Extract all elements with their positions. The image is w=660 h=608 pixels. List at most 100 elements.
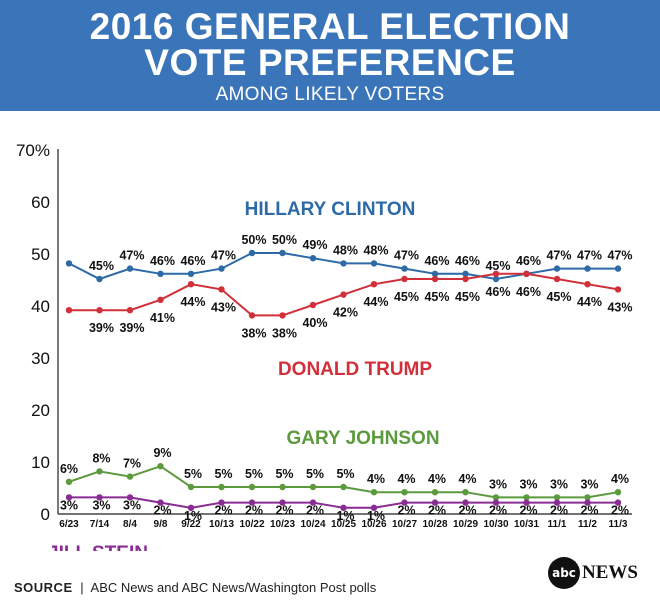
data-point xyxy=(614,489,622,496)
data-label: 45% xyxy=(546,290,571,304)
data-label: 47% xyxy=(607,249,632,263)
data-point xyxy=(248,483,256,491)
x-tick-label: 10/29 xyxy=(453,519,478,530)
data-label: 41% xyxy=(150,311,175,325)
source-separator: | xyxy=(80,580,84,595)
data-point xyxy=(370,281,378,288)
data-point xyxy=(65,260,73,267)
data-label: 3% xyxy=(92,498,110,512)
data-label: 50% xyxy=(241,233,266,247)
data-point xyxy=(126,307,134,314)
y-tick-label: 20 xyxy=(31,401,50,420)
x-tick-label: 8/4 xyxy=(123,519,137,530)
data-point xyxy=(126,265,134,272)
data-label: 2% xyxy=(214,504,232,518)
data-point xyxy=(187,270,195,277)
data-label: 45% xyxy=(455,290,480,304)
data-label: 4% xyxy=(611,472,629,486)
data-point xyxy=(126,473,134,480)
x-tick-label: 11/3 xyxy=(609,519,628,530)
data-label: 2% xyxy=(580,504,598,518)
data-point xyxy=(157,270,164,277)
data-point xyxy=(309,483,317,491)
data-point xyxy=(492,270,500,277)
source-note: SOURCE | ABC News and ABC News/Washingto… xyxy=(14,580,376,595)
data-point xyxy=(96,468,103,475)
data-label: 48% xyxy=(363,243,388,257)
data-point xyxy=(157,499,164,506)
data-point xyxy=(492,275,500,283)
data-label: 1% xyxy=(336,509,354,523)
data-point xyxy=(96,275,103,283)
chart-title-line1: 2016 GENERAL ELECTION xyxy=(89,6,571,47)
data-point xyxy=(279,483,286,491)
data-point xyxy=(65,307,73,314)
data-label: 5% xyxy=(184,467,202,481)
y-tick-label: 40 xyxy=(31,297,50,316)
data-point xyxy=(248,499,256,506)
data-point xyxy=(218,265,225,272)
data-point xyxy=(218,499,225,506)
data-point xyxy=(340,291,347,298)
data-label: 1% xyxy=(367,509,385,523)
data-point xyxy=(584,499,591,506)
data-point xyxy=(370,489,378,496)
data-point xyxy=(96,307,103,314)
data-point xyxy=(157,296,164,303)
data-point xyxy=(340,504,347,511)
data-point xyxy=(584,281,591,288)
data-label: 2% xyxy=(458,504,476,518)
data-label: 46% xyxy=(455,254,480,268)
data-point xyxy=(340,483,347,491)
series-name-label: GARY JOHNSON xyxy=(286,428,439,449)
data-point xyxy=(157,463,164,470)
data-point xyxy=(462,499,469,506)
data-point xyxy=(340,260,347,267)
data-label: 44% xyxy=(180,295,205,309)
x-tick-label: 10/22 xyxy=(239,519,264,530)
data-label: 46% xyxy=(485,285,510,299)
data-label: 47% xyxy=(546,249,571,263)
y-tick-label: 70% xyxy=(16,141,50,160)
chart-header: 2016 GENERAL ELECTION VOTE PREFERENCE AM… xyxy=(0,0,660,111)
data-point xyxy=(218,286,225,293)
data-label: 44% xyxy=(363,295,388,309)
data-label: 45% xyxy=(485,259,510,273)
y-tick-label: 60 xyxy=(31,193,50,212)
x-tick-label: 11/2 xyxy=(578,519,597,530)
abc-logo-mark: abc xyxy=(548,557,580,589)
data-point xyxy=(401,499,408,506)
data-label: 42% xyxy=(333,306,358,320)
data-label: 2% xyxy=(550,504,568,518)
y-tick-label: 10 xyxy=(31,453,50,472)
data-point xyxy=(187,281,195,288)
abc-news-logo: abc NEWS xyxy=(548,557,638,589)
data-label: 45% xyxy=(394,290,419,304)
data-point xyxy=(614,286,622,293)
series-name-label: DONALD TRUMP xyxy=(278,359,432,380)
x-tick-label: 10/23 xyxy=(270,519,295,530)
data-point xyxy=(187,504,195,511)
data-point xyxy=(431,275,439,283)
data-label: 38% xyxy=(272,326,297,340)
data-point xyxy=(401,489,408,496)
x-tick-label: 10/25 xyxy=(331,519,356,530)
data-label: 44% xyxy=(577,295,602,309)
data-label: 6% xyxy=(60,462,78,476)
chart-subtitle: AMONG LIKELY VOTERS xyxy=(215,84,445,105)
y-tick-label: 50 xyxy=(31,245,50,264)
data-label: 3% xyxy=(550,477,568,491)
data-point xyxy=(96,494,103,501)
data-label: 1% xyxy=(184,509,202,523)
data-label: 47% xyxy=(211,249,236,263)
data-label: 4% xyxy=(367,472,385,486)
data-point xyxy=(523,494,530,501)
data-point xyxy=(584,494,591,501)
data-point xyxy=(279,249,286,257)
data-label: 47% xyxy=(119,249,144,263)
data-label: 2% xyxy=(489,504,507,518)
data-label: 45% xyxy=(89,259,114,273)
data-point xyxy=(401,275,408,283)
data-label: 4% xyxy=(397,472,415,486)
x-tick-label: 9/22 xyxy=(181,519,201,530)
